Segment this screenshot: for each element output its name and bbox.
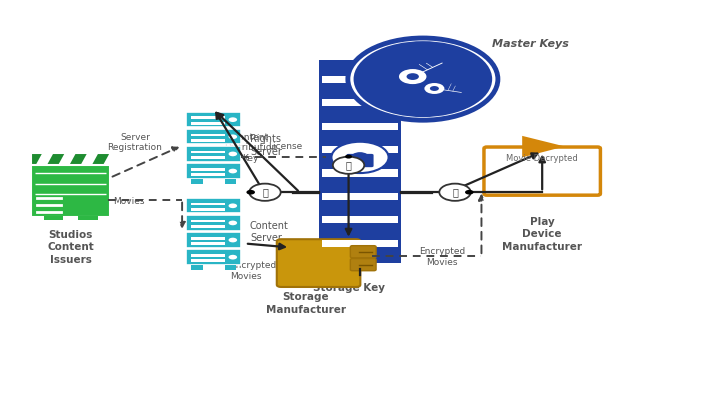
Circle shape: [228, 255, 237, 260]
Text: Rights
Server: Rights Server: [250, 135, 282, 157]
FancyBboxPatch shape: [192, 220, 225, 222]
Polygon shape: [81, 152, 99, 166]
Text: Server
Registration: Server Registration: [107, 133, 163, 152]
Circle shape: [228, 152, 237, 156]
FancyBboxPatch shape: [351, 258, 376, 271]
FancyBboxPatch shape: [191, 179, 202, 184]
FancyBboxPatch shape: [32, 152, 110, 166]
FancyBboxPatch shape: [323, 193, 397, 200]
FancyBboxPatch shape: [186, 164, 241, 179]
FancyBboxPatch shape: [192, 133, 225, 136]
FancyBboxPatch shape: [192, 225, 225, 228]
FancyBboxPatch shape: [225, 265, 236, 270]
Circle shape: [228, 118, 237, 122]
FancyBboxPatch shape: [78, 216, 98, 220]
Circle shape: [407, 73, 419, 80]
Circle shape: [228, 203, 237, 208]
Circle shape: [228, 135, 237, 139]
FancyBboxPatch shape: [192, 237, 225, 239]
FancyBboxPatch shape: [323, 123, 397, 130]
Text: Master Keys: Master Keys: [492, 39, 569, 49]
Polygon shape: [103, 152, 121, 166]
Polygon shape: [13, 152, 32, 166]
FancyBboxPatch shape: [276, 239, 360, 287]
FancyBboxPatch shape: [225, 179, 236, 184]
FancyBboxPatch shape: [186, 146, 241, 162]
FancyBboxPatch shape: [192, 254, 225, 257]
FancyBboxPatch shape: [192, 156, 225, 159]
Circle shape: [465, 190, 474, 195]
FancyBboxPatch shape: [192, 151, 225, 154]
Text: Content
Distribution
Key: Content Distribution Key: [224, 133, 277, 163]
Circle shape: [228, 221, 237, 225]
FancyBboxPatch shape: [323, 99, 397, 106]
FancyBboxPatch shape: [32, 152, 110, 217]
Circle shape: [228, 169, 237, 173]
Text: Storage
Manufacturer: Storage Manufacturer: [266, 293, 346, 315]
FancyBboxPatch shape: [319, 60, 401, 263]
Text: License: License: [268, 142, 302, 151]
Circle shape: [424, 83, 444, 94]
Circle shape: [348, 38, 498, 120]
Circle shape: [246, 190, 255, 195]
FancyBboxPatch shape: [192, 116, 225, 119]
FancyBboxPatch shape: [319, 100, 348, 222]
Circle shape: [399, 69, 426, 84]
FancyBboxPatch shape: [192, 259, 225, 262]
Circle shape: [345, 155, 352, 158]
Text: Encrypted
Movies: Encrypted Movies: [230, 261, 276, 281]
Text: ⚿: ⚿: [262, 187, 268, 197]
Circle shape: [333, 156, 364, 174]
FancyBboxPatch shape: [43, 216, 63, 220]
Text: ⚿: ⚿: [346, 160, 351, 170]
FancyBboxPatch shape: [323, 146, 397, 153]
FancyBboxPatch shape: [510, 173, 575, 179]
Text: Storage Key: Storage Key: [313, 283, 385, 293]
FancyBboxPatch shape: [323, 170, 397, 177]
FancyBboxPatch shape: [186, 215, 241, 231]
Text: Play
Device
Manufacturer: Play Device Manufacturer: [502, 217, 582, 252]
FancyBboxPatch shape: [192, 122, 225, 125]
FancyBboxPatch shape: [323, 240, 397, 247]
FancyBboxPatch shape: [346, 154, 374, 167]
FancyBboxPatch shape: [192, 168, 225, 171]
Text: Studios
Content
Issuers: Studios Content Issuers: [48, 230, 94, 265]
FancyBboxPatch shape: [191, 265, 202, 270]
FancyBboxPatch shape: [484, 147, 600, 195]
Circle shape: [430, 86, 439, 91]
FancyBboxPatch shape: [192, 208, 225, 211]
Text: Movie Decrypted: Movie Decrypted: [506, 154, 578, 163]
FancyBboxPatch shape: [192, 242, 225, 245]
Polygon shape: [35, 152, 54, 166]
FancyBboxPatch shape: [494, 152, 590, 190]
Circle shape: [439, 184, 471, 201]
Circle shape: [331, 142, 389, 173]
FancyBboxPatch shape: [192, 202, 225, 205]
FancyBboxPatch shape: [192, 173, 225, 176]
FancyBboxPatch shape: [192, 139, 225, 142]
Polygon shape: [522, 136, 564, 157]
FancyBboxPatch shape: [351, 246, 376, 258]
FancyBboxPatch shape: [186, 249, 241, 265]
FancyBboxPatch shape: [186, 129, 241, 145]
Text: Player
Key: Player Key: [491, 151, 519, 171]
FancyBboxPatch shape: [372, 100, 401, 222]
FancyBboxPatch shape: [186, 112, 241, 127]
FancyBboxPatch shape: [186, 232, 241, 248]
Circle shape: [354, 41, 492, 117]
Text: Encrypted
Movies: Encrypted Movies: [419, 247, 465, 267]
FancyBboxPatch shape: [323, 76, 397, 83]
Polygon shape: [58, 152, 76, 166]
Circle shape: [249, 184, 281, 201]
Text: Movies: Movies: [114, 197, 145, 206]
Circle shape: [228, 238, 237, 243]
FancyBboxPatch shape: [186, 198, 241, 214]
FancyBboxPatch shape: [323, 216, 397, 224]
FancyBboxPatch shape: [534, 169, 551, 174]
Text: ⚿: ⚿: [452, 187, 458, 197]
Text: Content
Server: Content Server: [250, 221, 289, 243]
